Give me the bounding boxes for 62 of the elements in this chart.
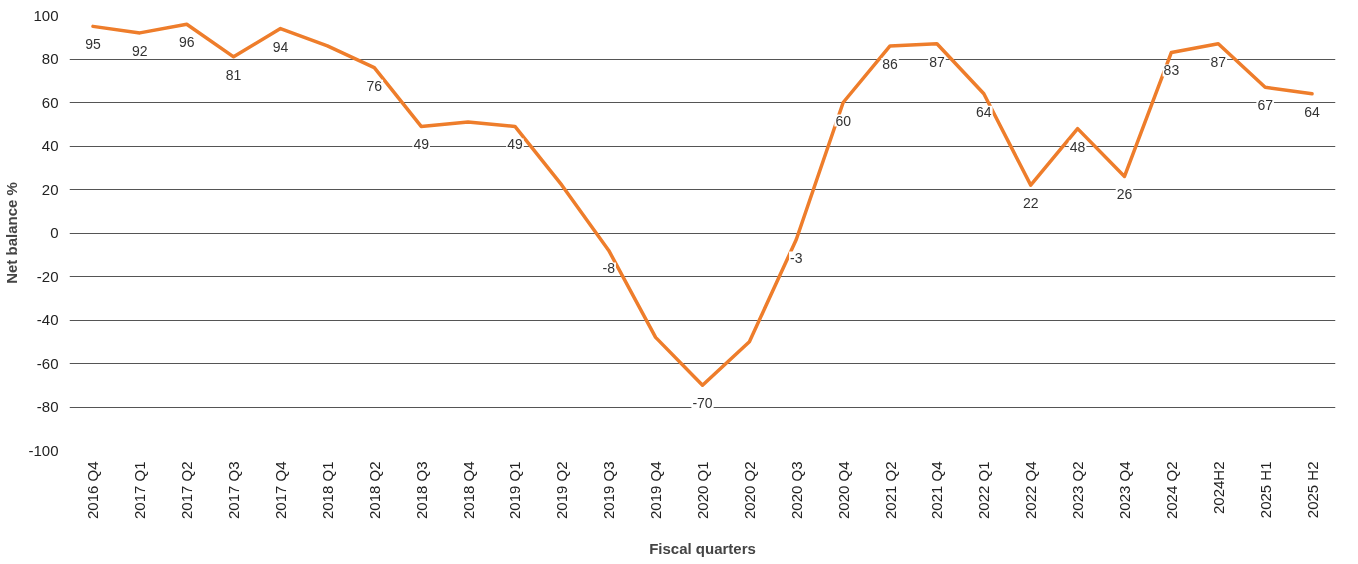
x-tick-label: 2019 Q1 <box>506 461 524 520</box>
data-label: 22 <box>1022 195 1039 212</box>
x-tick-label: 2020 Q3 <box>787 461 805 520</box>
x-tick-label: 2020 Q1 <box>694 461 711 520</box>
x-tick-label: 2017 Q4 <box>272 461 289 520</box>
x-tick-label: 2024H2 <box>1209 461 1227 515</box>
x-tick-label: 2017 Q3 <box>225 461 243 520</box>
x-tick-label: 2017 Q1 <box>131 461 149 520</box>
x-tick-label: 2020 Q2 <box>740 461 758 520</box>
data-label: 83 <box>1163 62 1180 79</box>
data-label: 76 <box>366 77 383 94</box>
x-tick-label: 2021 Q4 <box>928 461 946 520</box>
x-tick-label: 2019 Q2 <box>553 461 571 520</box>
data-label: 87 <box>929 53 945 70</box>
data-label: 87 <box>1210 53 1227 70</box>
y-tick-label: -40 <box>36 311 59 328</box>
y-tick-label: 60 <box>41 93 59 111</box>
x-tick-label: 2021 Q2 <box>881 461 899 520</box>
data-label: 94 <box>272 38 289 55</box>
x-tick-label: 2025 H1 <box>1256 461 1274 519</box>
x-tick-label: 2017 Q2 <box>178 461 196 520</box>
x-tick-label: 2023 Q2 <box>1069 461 1087 520</box>
y-tick-label: -80 <box>36 398 59 415</box>
x-tick-label: 2020 Q4 <box>834 461 852 520</box>
data-label: 49 <box>507 136 523 153</box>
x-tick-label: 2018 Q2 <box>365 461 383 520</box>
y-tick-label: -60 <box>36 354 59 372</box>
data-label: -70 <box>692 395 713 412</box>
data-label: -8 <box>602 260 616 277</box>
data-label: 96 <box>178 34 195 51</box>
y-tick-label: -100 <box>28 441 59 459</box>
data-label: 60 <box>835 112 852 129</box>
x-tick-label: 2018 Q3 <box>412 461 430 520</box>
x-tick-label: 2022 Q4 <box>1022 461 1040 520</box>
x-tick-label: 2023 Q4 <box>1116 461 1133 520</box>
y-tick-label: 0 <box>50 224 59 241</box>
y-tick-label: 20 <box>41 180 59 198</box>
y-tick-label: 40 <box>41 137 59 154</box>
y-tick-label: -20 <box>36 267 59 285</box>
data-label: 64 <box>1304 103 1321 120</box>
x-tick-label: 2019 Q4 <box>647 461 665 520</box>
data-label: 86 <box>882 55 899 72</box>
y-tick-label: 80 <box>41 50 59 67</box>
x-tick-label: 2018 Q4 <box>459 461 477 520</box>
data-label: 26 <box>1116 186 1133 203</box>
x-tick-label: 2025 H2 <box>1303 461 1321 519</box>
data-label: 67 <box>1257 97 1274 114</box>
x-axis-title: Fiscal quarters <box>649 540 756 558</box>
x-tick-label: 2022 Q1 <box>975 461 993 520</box>
y-tick-label: 100 <box>33 6 59 24</box>
x-tick-label: 2018 Q1 <box>318 461 336 520</box>
x-tick-label: 2024 Q2 <box>1162 461 1180 520</box>
y-axis-title: Net balance % <box>3 182 21 284</box>
data-label: 48 <box>1069 138 1086 155</box>
data-label: 81 <box>225 66 242 83</box>
x-tick-label: 2016 Q4 <box>84 461 102 520</box>
data-label: 64 <box>976 103 992 120</box>
data-label: 95 <box>85 36 101 53</box>
data-label: 92 <box>132 42 148 59</box>
data-label: 49 <box>413 136 430 153</box>
data-label: -3 <box>790 249 803 266</box>
x-tick-label: 2019 Q3 <box>600 461 618 520</box>
